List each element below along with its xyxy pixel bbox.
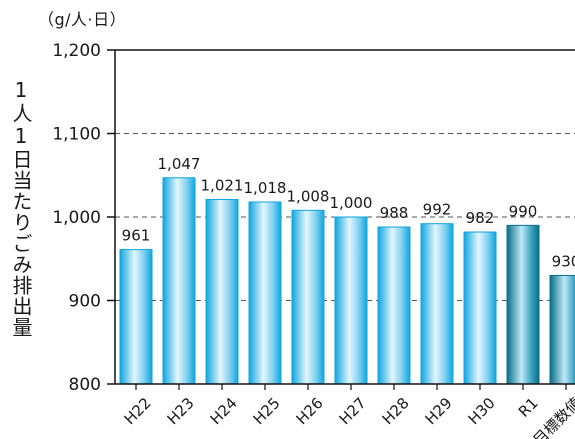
data-label: 1,021 — [201, 176, 244, 194]
y-tick-label: 1,000 — [52, 208, 101, 228]
y-tick-label: 1,200 — [52, 41, 101, 61]
unit-label: （g/人·日） — [38, 10, 127, 29]
data-label: 1,008 — [287, 187, 330, 205]
data-label: 1,047 — [158, 155, 201, 173]
bar-4 — [248, 201, 282, 385]
bar-10 — [506, 224, 540, 385]
bar-8 — [420, 223, 454, 385]
y-tick-label: 900 — [69, 292, 101, 312]
x-tick-label: H22 — [121, 394, 155, 428]
data-label: 930 — [552, 252, 575, 270]
y-tick-label: 800 — [69, 375, 101, 395]
data-label: 1,000 — [330, 194, 373, 212]
bar-5 — [291, 209, 325, 385]
x-tick-label: R1 — [515, 394, 542, 421]
data-label: 990 — [509, 202, 538, 220]
x-tick-label: H26 — [293, 394, 327, 428]
x-tick-label: H28 — [379, 394, 413, 428]
x-tick-label: H30 — [465, 394, 499, 428]
y-axis-label: 1人1日当たりごみ排出量 — [9, 78, 33, 338]
x-tick-label: 目標数値 — [530, 394, 575, 439]
x-tick-label: H29 — [422, 394, 456, 428]
x-tick-label: H27 — [336, 394, 370, 428]
x-tick-label: H24 — [207, 394, 241, 428]
y-tick-label: 1,100 — [52, 125, 101, 145]
data-label: 988 — [380, 204, 409, 222]
bar-11 — [549, 274, 575, 385]
bar-7 — [377, 226, 411, 385]
x-tick-label: H23 — [164, 394, 198, 428]
bar-6 — [334, 216, 368, 385]
data-label: 961 — [122, 227, 151, 245]
data-label: 982 — [466, 209, 495, 227]
bar-2 — [162, 177, 196, 385]
bar-1 — [119, 249, 153, 385]
bar-3 — [205, 198, 239, 385]
data-label: 992 — [423, 201, 452, 219]
x-tick-label: H25 — [250, 394, 284, 428]
data-label: 1,018 — [244, 179, 287, 197]
bar-9 — [463, 231, 497, 385]
